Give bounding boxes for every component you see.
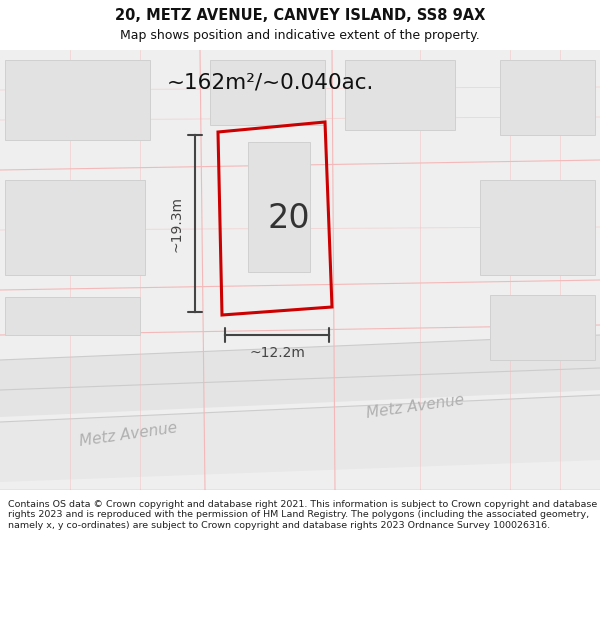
Bar bbox=[480, 180, 595, 275]
Polygon shape bbox=[248, 142, 310, 272]
Bar bbox=[500, 60, 595, 135]
Text: ~12.2m: ~12.2m bbox=[249, 346, 305, 360]
Text: Contains OS data © Crown copyright and database right 2021. This information is : Contains OS data © Crown copyright and d… bbox=[8, 500, 597, 530]
Bar bbox=[210, 60, 325, 125]
Text: 20: 20 bbox=[268, 202, 311, 236]
Text: 20, METZ AVENUE, CANVEY ISLAND, SS8 9AX: 20, METZ AVENUE, CANVEY ISLAND, SS8 9AX bbox=[115, 8, 485, 22]
Polygon shape bbox=[0, 335, 600, 417]
Bar bbox=[5, 60, 150, 140]
Bar bbox=[5, 180, 145, 275]
Bar bbox=[345, 60, 455, 130]
Text: Map shows position and indicative extent of the property.: Map shows position and indicative extent… bbox=[120, 29, 480, 41]
Bar bbox=[5, 297, 140, 335]
Text: ~162m²/~0.040ac.: ~162m²/~0.040ac. bbox=[166, 72, 374, 92]
Text: Metz Avenue: Metz Avenue bbox=[78, 421, 178, 449]
Bar bbox=[490, 295, 595, 360]
Text: ~19.3m: ~19.3m bbox=[170, 196, 184, 251]
Polygon shape bbox=[0, 395, 600, 482]
Text: Metz Avenue: Metz Avenue bbox=[365, 392, 465, 421]
